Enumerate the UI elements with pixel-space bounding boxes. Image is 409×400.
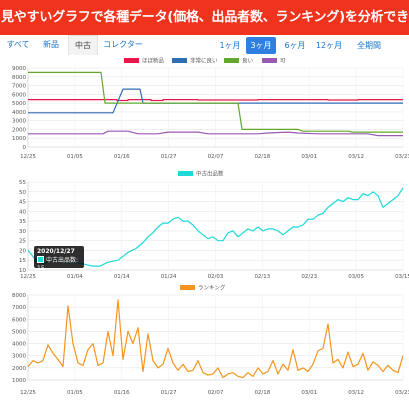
y-tick-label: 55 — [19, 180, 26, 186]
x-tick-label: 03/01 — [301, 390, 317, 396]
x-tick-label: 01/27 — [161, 154, 177, 160]
series-line-2 — [28, 71, 403, 133]
y-tick-label: 1000 — [12, 378, 26, 384]
x-tick-label: 01/05 — [67, 154, 83, 160]
legend-swatch[interactable] — [224, 58, 239, 63]
y-tick-label: 6000 — [12, 92, 26, 98]
y-tick-label: 4000 — [12, 342, 26, 348]
y-tick-label: 8000 — [12, 75, 26, 81]
legend-label[interactable]: 非常に良い — [190, 57, 218, 65]
y-tick-label: 2000 — [12, 366, 26, 372]
x-tick-label: 03/12 — [348, 390, 364, 396]
series-line-3 — [28, 130, 403, 137]
x-tick-label: 02/03 — [208, 274, 224, 280]
y-tick-label: 7000 — [12, 305, 26, 311]
tooltip-swatch — [37, 256, 44, 263]
x-tick-label: 01/16 — [114, 390, 130, 396]
y-tick-label: 30 — [19, 229, 26, 235]
tab-new[interactable]: 新品 — [43, 40, 59, 49]
tab-used[interactable]: 中古 — [68, 35, 98, 55]
x-tick-label: 01/24 — [161, 274, 177, 280]
ranking-chart: 1000 2000 3000 4000 5000 6000 7000 8000 12/25 01/… — [12, 284, 409, 397]
x-tick-label: 01/27 — [161, 390, 177, 396]
y-tick-label: 3000 — [12, 119, 26, 125]
legend-swatch[interactable] — [180, 285, 195, 290]
y-tick-label: 40 — [19, 209, 26, 215]
legend-swatch[interactable] — [172, 58, 187, 63]
x-tick-label: 03/12 — [348, 154, 364, 160]
legend-swatch[interactable] — [262, 58, 277, 63]
x-tick-label: 01/05 — [67, 390, 83, 396]
x-tick-label: 12/25 — [20, 390, 36, 396]
y-tick-label: 8000 — [12, 293, 26, 299]
y-tick-label: 1000 — [12, 136, 26, 142]
x-tick-label: 01/04 — [67, 274, 83, 280]
y-tick-label: 5000 — [12, 101, 26, 107]
used-listings-chart: 10 15 20 25 30 35 40 45 50 55 12/25 01/04 01/14 01/24… — [19, 170, 409, 281]
condition-tabs: すべて 新品 中古 コレクター 1ヶ月 3ヶ月 6ヶ月 12ヶ月 全期間 — [0, 35, 409, 57]
legend-label[interactable]: ほぼ新品 — [142, 57, 165, 65]
y-tick-label: 10 — [19, 268, 26, 274]
y-tick-label: 2000 — [12, 127, 26, 133]
series-line-0 — [27, 299, 404, 379]
x-tick-label: 03/01 — [301, 154, 317, 160]
x-tick-label: 02/07 — [208, 390, 224, 396]
x-tick-label: 02/18 — [254, 390, 270, 396]
y-tick-label: 15 — [19, 258, 26, 264]
tab-collector[interactable]: コレクター — [103, 40, 143, 49]
x-tick-label: 02/13 — [254, 274, 270, 280]
x-tick-label: 03/23 — [395, 390, 409, 396]
x-tick-label: 02/18 — [254, 154, 270, 160]
legend-swatch[interactable] — [124, 58, 139, 63]
x-tick-label: 03/15 — [395, 274, 409, 280]
range-12-months[interactable]: 12ヶ月 — [315, 41, 343, 50]
legend-label[interactable]: 良い — [242, 57, 254, 65]
legend-label[interactable]: ランキング — [198, 284, 226, 292]
promo-banner: 見やすいグラフで各種データ(価格、出品者数、ランキング)を分析できる — [0, 0, 409, 35]
y-tick-label: 7000 — [12, 84, 26, 90]
x-tick-label: 01/16 — [114, 154, 130, 160]
y-tick-label: 6000 — [12, 317, 26, 323]
y-tick-label: 5000 — [12, 329, 26, 335]
series-line-0 — [28, 99, 403, 102]
range-6-months[interactable]: 6ヶ月 — [284, 41, 306, 50]
y-tick-label: 35 — [19, 219, 26, 225]
y-tick-label: 50 — [19, 190, 26, 196]
range-1-month[interactable]: 1ヶ月 — [219, 41, 241, 50]
legend-swatch[interactable] — [178, 171, 193, 176]
x-tick-label: 02/23 — [301, 274, 317, 280]
tab-all[interactable]: すべて — [6, 40, 30, 49]
y-tick-label: 20 — [19, 248, 26, 254]
banner-title: 見やすいグラフで各種データ(価格、出品者数、ランキング)を分析できる — [1, 10, 409, 25]
legend-label[interactable]: 可 — [280, 58, 286, 65]
legend-label[interactable]: 中古出品数 — [196, 170, 224, 178]
y-tick-label: 3000 — [12, 354, 26, 360]
range-all-time[interactable]: 全期間 — [357, 41, 381, 50]
price-chart: 0 1000 2000 3000 4000 5000 6000 7000 8000 9000 12/… — [12, 57, 409, 160]
y-tick-label: 9000 — [12, 66, 26, 72]
x-tick-label: 12/25 — [20, 154, 36, 160]
chart-tooltip: 2020/12/27 中古出品数: 15 — [34, 246, 84, 272]
x-tick-label: 02/07 — [208, 154, 224, 160]
y-tick-label: 0 — [23, 145, 27, 151]
y-tick-label: 4000 — [12, 110, 26, 116]
tooltip-date: 2020/12/27 — [37, 248, 75, 255]
series-line-0 — [27, 187, 404, 267]
x-tick-label: 03/05 — [348, 274, 364, 280]
y-tick-label: 25 — [19, 239, 26, 245]
y-tick-label: 45 — [19, 200, 26, 206]
x-tick-label: 12/25 — [20, 274, 36, 280]
range-3-months[interactable]: 3ヶ月 — [246, 37, 276, 54]
x-tick-label: 03/23 — [395, 154, 409, 160]
x-tick-label: 01/14 — [114, 274, 130, 280]
tooltip-label: 中古出品数: 15 — [37, 257, 79, 272]
